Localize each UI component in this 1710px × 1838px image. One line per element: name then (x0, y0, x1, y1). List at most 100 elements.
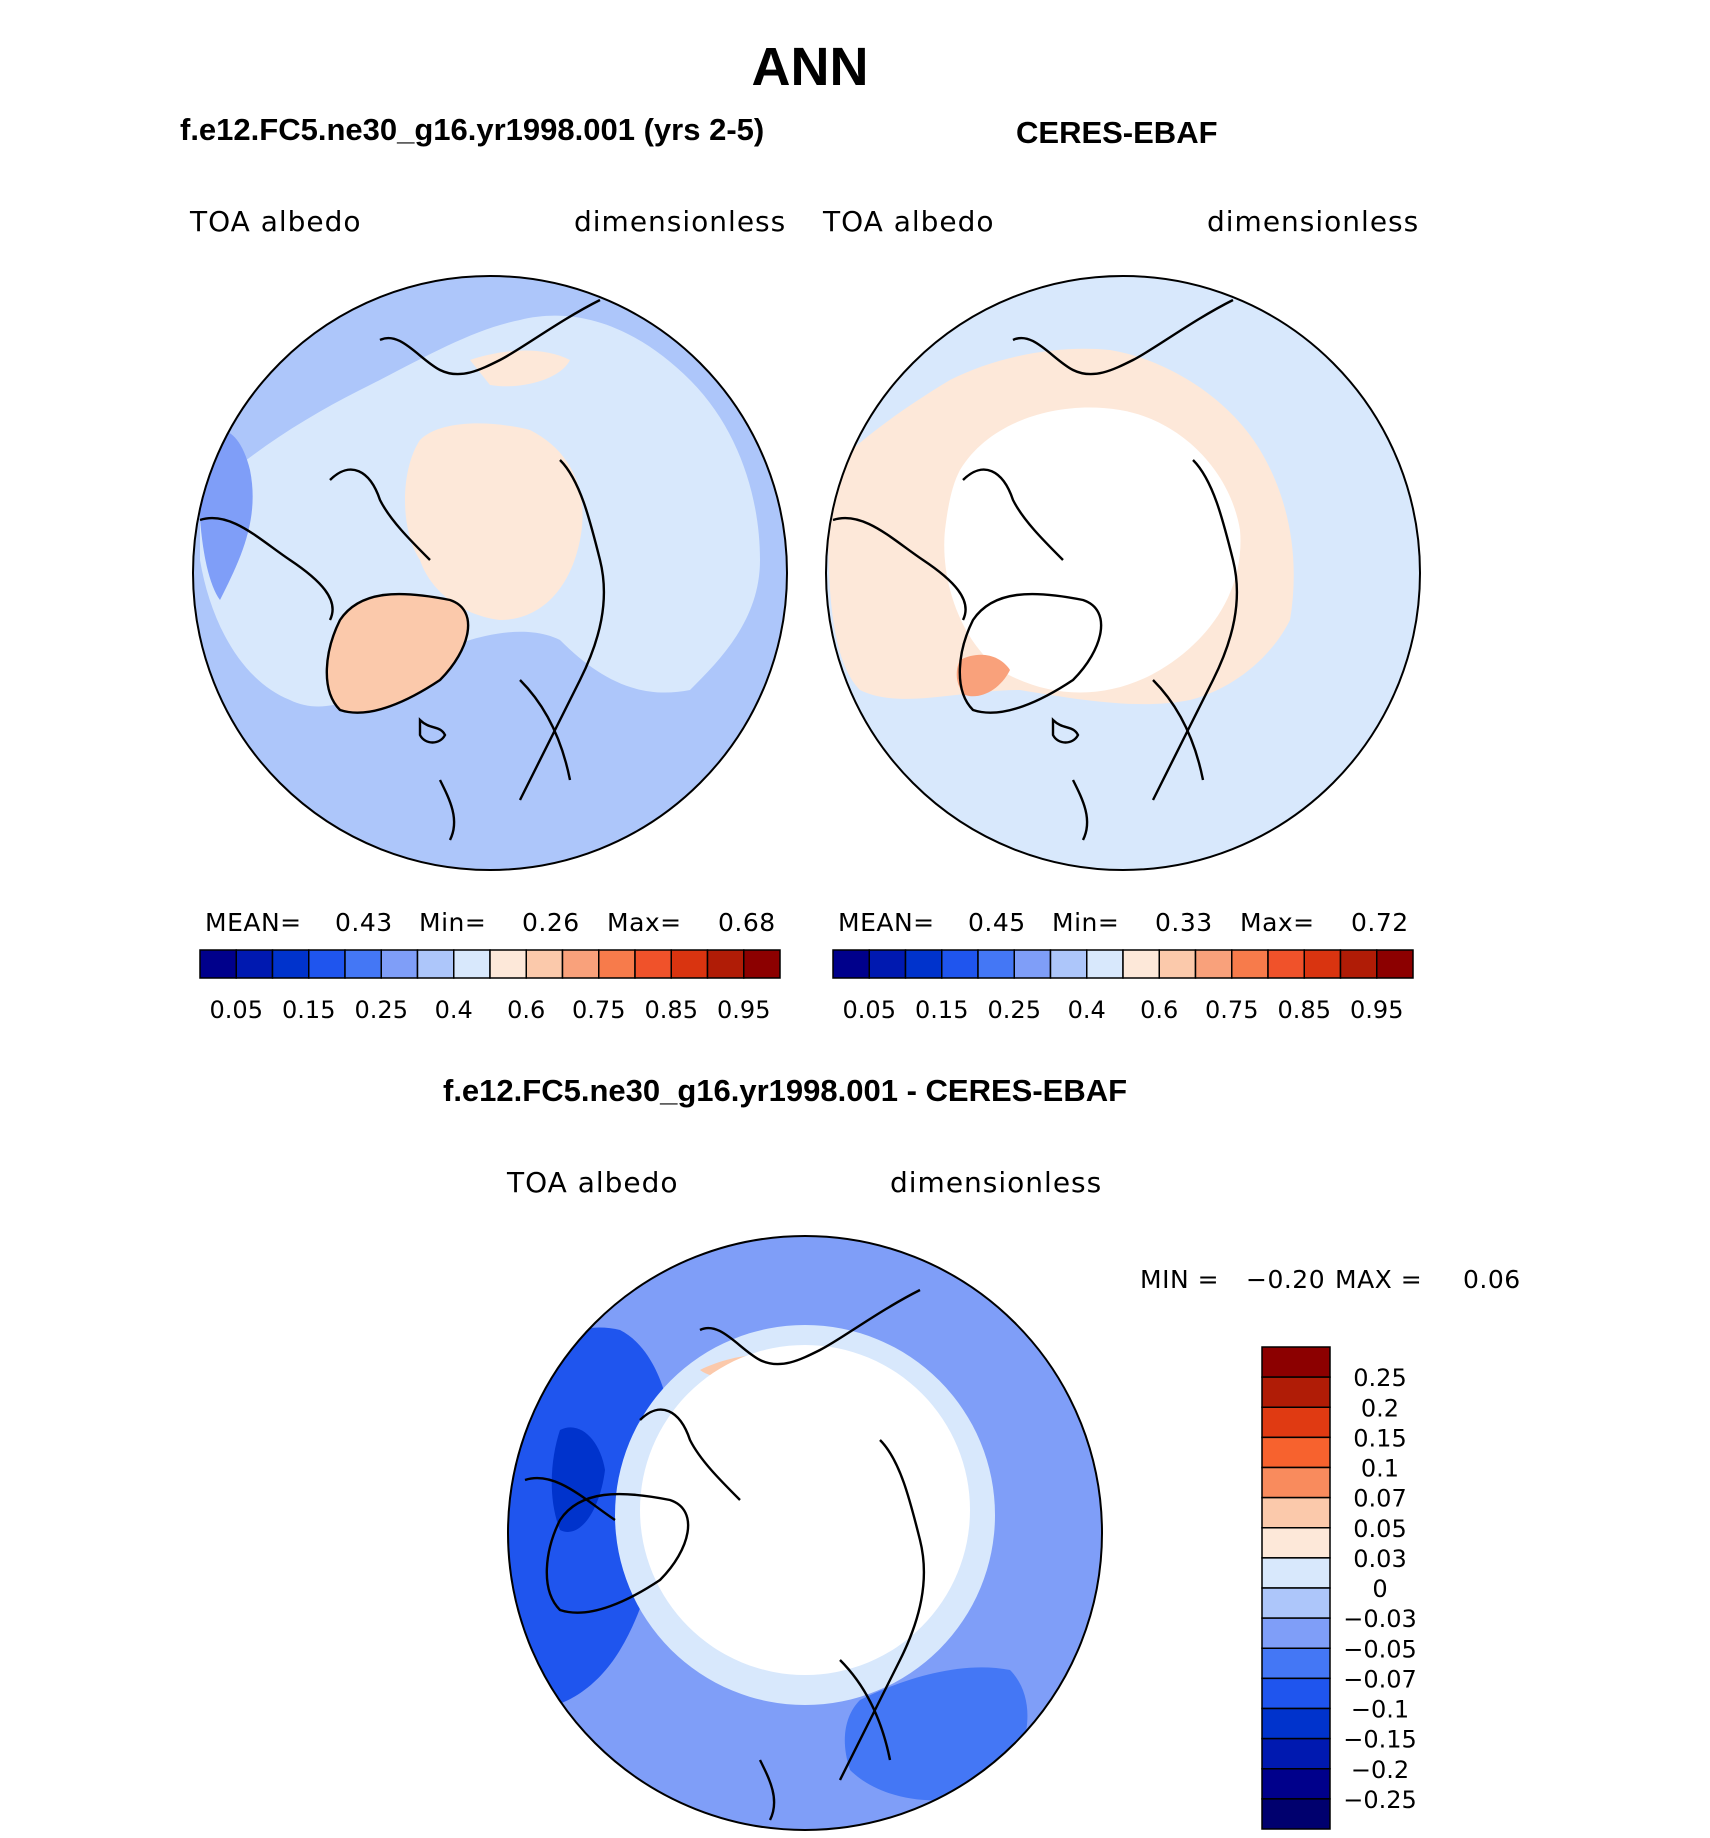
panel1-colorbar-box (525, 949, 564, 979)
diff-colorbar-tick-label: 0.03 (1353, 1545, 1406, 1573)
panel2-colorbar-ticks: 0.05 0.15 0.25 0.4 0.6 0.75 0.85 0.95 (843, 996, 1404, 1024)
panel1-colorbar-box (235, 949, 274, 979)
panel2-mean-label: MEAN= (838, 908, 935, 937)
panel1-colorbar-tick-label: 0.25 (355, 996, 408, 1024)
panel2-colorbar-tick-label: 0.75 (1205, 996, 1258, 1024)
panel1-colorbar-box (743, 949, 781, 979)
diff-field-strongest-neg (551, 1427, 605, 1532)
panel2-header: CERES-EBAF (1016, 115, 1218, 150)
panel2-colorbar-box (1013, 949, 1052, 979)
diff-colorbar-tick-label: −0.07 (1343, 1665, 1417, 1693)
panel2-colorbar-box (1158, 949, 1197, 979)
diff-colorbar-box (1261, 1466, 1331, 1499)
diff-colorbar-tick-label: −0.05 (1343, 1635, 1417, 1663)
panel1-colorbar-box (344, 949, 382, 979)
diff-colorbar-box (1261, 1798, 1331, 1830)
diff-colorbar-box (1261, 1707, 1331, 1740)
diff-colorbar-ticks: 0.250.20.150.10.070.050.030−0.03−0.05−0.… (1343, 1364, 1417, 1814)
panel1-colorbar-ticks: 0.05 0.15 0.25 0.4 0.6 0.75 0.85 0.95 (210, 996, 771, 1024)
panel2-coastlines (832, 298, 1239, 841)
diff-colorbar (1261, 1346, 1331, 1830)
diff-colorbar-box (1261, 1406, 1331, 1439)
diff-colorbar-tick-label: −0.1 (1351, 1696, 1409, 1724)
panel1-units-label: dimensionless (574, 205, 787, 238)
panel1-colorbar-tick-label: 0.15 (282, 996, 335, 1024)
panel2-colorbar-box (832, 949, 870, 979)
diff-coastlines (524, 1288, 926, 1821)
panel1-colorbar-box (598, 949, 636, 979)
panel1-colorbar-box (561, 949, 600, 979)
panel2-min-value: 0.33 (1155, 908, 1213, 937)
panel2-min-label: Min= (1052, 908, 1120, 937)
panel2-colorbar-box (1339, 949, 1378, 979)
panel1-colorbar-tick-label: 0.75 (572, 996, 625, 1024)
diff-units-label: dimensionless (890, 1166, 1103, 1199)
panel2-colorbar-tick-label: 0.95 (1350, 996, 1403, 1024)
panel1-colorbar-tick-label: 0.4 (435, 996, 473, 1024)
panel2-colorbar-box (1049, 949, 1088, 979)
panel2-colorbar-box (1086, 949, 1124, 979)
diff-field-strong-neg (508, 1327, 673, 1708)
diff-max-value: 0.06 (1463, 1265, 1521, 1294)
diff-colorbar-tick-label: 0.1 (1361, 1455, 1399, 1483)
panel2-map-border (825, 275, 1421, 871)
diff-field-pole-missing (640, 1345, 970, 1675)
diff-field-neg-patch (844, 1667, 1028, 1801)
panel2-variable-label: TOA albedo (823, 205, 995, 238)
diff-colorbar-box (1261, 1737, 1331, 1770)
panel1-map (193, 276, 787, 870)
panel2-field-pole-missing (944, 407, 1241, 693)
panel2-mean-value: 0.45 (968, 908, 1026, 937)
panel1-colorbar-tick-label: 0.6 (507, 996, 545, 1024)
panel1-min-label: Min= (419, 908, 487, 937)
diff-colorbar-box (1261, 1768, 1331, 1800)
panel2-colorbar-box (1194, 949, 1233, 979)
diff-colorbar-tick-label: 0.07 (1353, 1485, 1406, 1513)
diff-colorbar-box (1261, 1496, 1331, 1529)
panel1-colorbar-tick-label: 0.85 (645, 996, 698, 1024)
panel1-min-value: 0.26 (522, 908, 580, 937)
diff-colorbar-box (1261, 1617, 1331, 1649)
diff-colorbar-tick-label: −0.03 (1343, 1605, 1417, 1633)
panel1-header: f.e12.FC5.ne30_g16.yr1998.001 (yrs 2-5) (180, 112, 765, 147)
diff-colorbar-box (1261, 1436, 1331, 1469)
panel1-colorbar-box (453, 949, 491, 979)
diff-header: f.e12.FC5.ne30_g16.yr1998.001 - CERES-EB… (443, 1073, 1128, 1108)
diff-map (508, 1236, 1102, 1830)
panel2-colorbar-tick-label: 0.25 (988, 996, 1041, 1024)
diff-colorbar-box (1261, 1677, 1331, 1710)
panel1-colorbar-box (308, 949, 346, 979)
panel2-colorbar-tick-label: 0.05 (843, 996, 896, 1024)
panel1-colorbar-box (380, 949, 419, 979)
panel2-colorbar-box (1231, 949, 1269, 979)
panel1-colorbar-tick-label: 0.95 (717, 996, 770, 1024)
panel2-map (826, 276, 1420, 870)
panel2-colorbar-tick-label: 0.85 (1278, 996, 1331, 1024)
panel1-colorbar (199, 949, 781, 979)
panel1-field-greenland (326, 594, 469, 713)
diff-min-value: −0.20 (1246, 1265, 1326, 1294)
panel2-max-label: Max= (1240, 908, 1315, 937)
panel2-colorbar-box (1303, 949, 1342, 979)
panel2-colorbar-box (941, 949, 979, 979)
panel2-colorbar-box (1122, 949, 1160, 979)
diff-colorbar-tick-label: 0.2 (1361, 1394, 1399, 1422)
diff-max-label: MAX = (1335, 1265, 1423, 1294)
panel1-field-arctic (405, 423, 583, 620)
diff-colorbar-box (1261, 1376, 1331, 1408)
figure-title: ANN (751, 37, 869, 97)
panel2-colorbar-tick-label: 0.6 (1140, 996, 1178, 1024)
diff-colorbar-box (1261, 1587, 1331, 1619)
panel1-colorbar-box (489, 949, 527, 979)
panel1-mean-label: MEAN= (205, 908, 302, 937)
panel2-field-lowpatch (828, 380, 870, 424)
panel1-colorbar-box (706, 949, 745, 979)
diff-colorbar-tick-label: 0.25 (1353, 1364, 1406, 1392)
diff-colorbar-tick-label: 0.15 (1353, 1424, 1406, 1452)
panel2-colorbar (832, 949, 1414, 979)
panel1-max-value: 0.68 (718, 908, 776, 937)
diff-colorbar-box (1261, 1527, 1331, 1559)
panel2-colorbar-box (1267, 949, 1305, 979)
panel2-field-greenland (956, 654, 1010, 697)
panel2-colorbar-tick-label: 0.15 (915, 996, 968, 1024)
